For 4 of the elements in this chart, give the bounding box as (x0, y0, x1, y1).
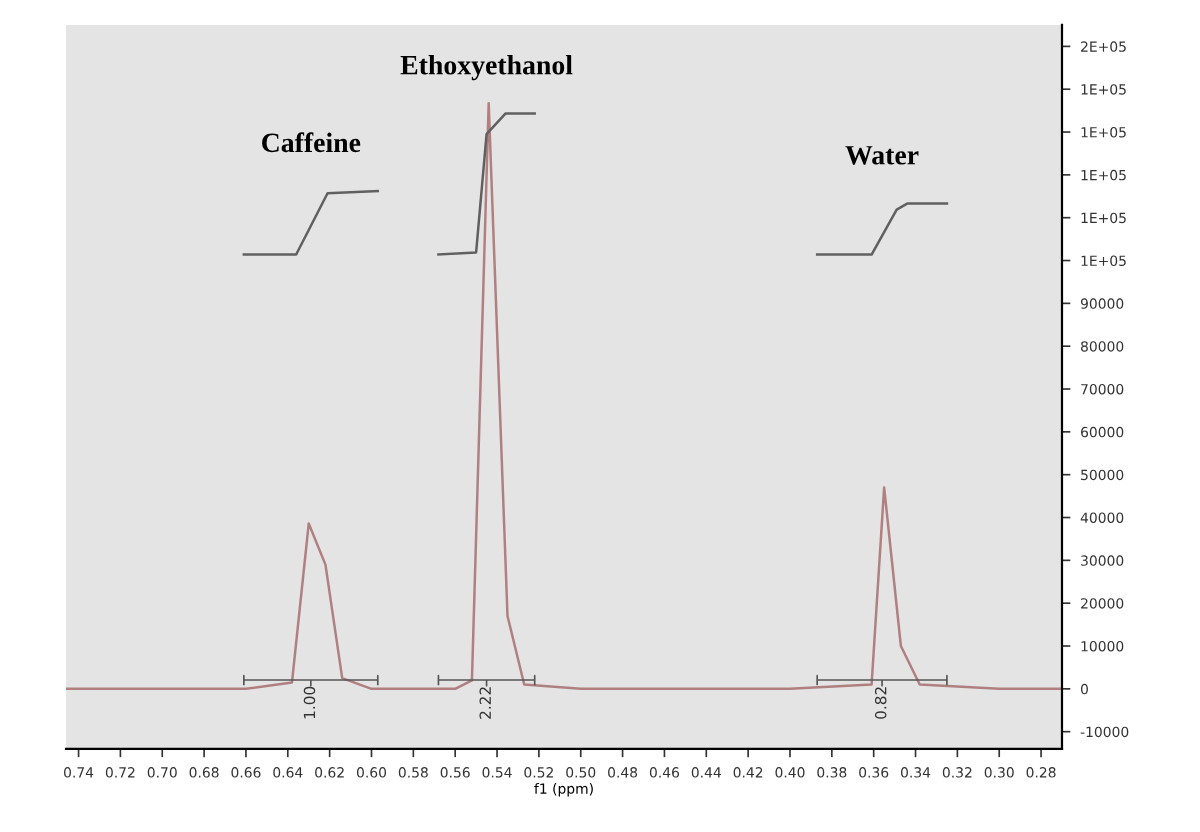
annotation: Water (845, 146, 919, 165)
line-series (437, 112, 536, 256)
annotation: Caffeine (262, 132, 361, 153)
annotation: Ethoxyethanol (400, 55, 573, 81)
